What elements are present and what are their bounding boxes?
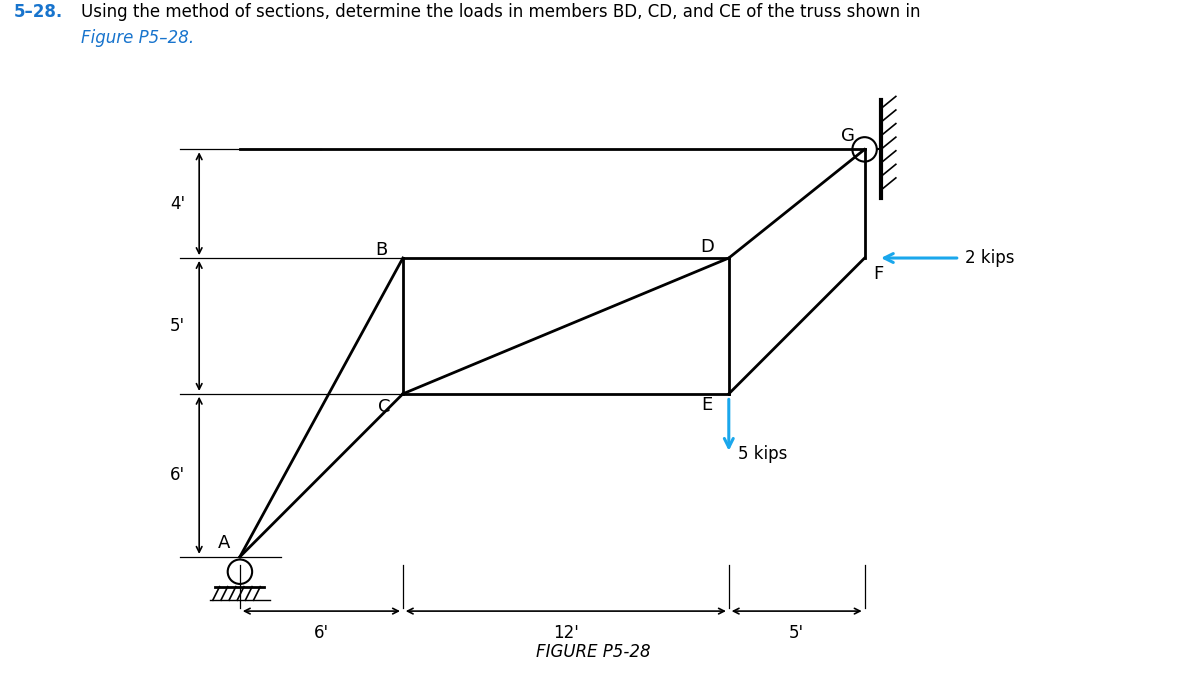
- Text: 4': 4': [170, 195, 185, 213]
- Text: 6': 6': [314, 624, 329, 642]
- Text: D: D: [700, 238, 714, 256]
- Text: FIGURE P5-28: FIGURE P5-28: [536, 643, 650, 661]
- Text: G: G: [841, 127, 855, 145]
- Text: F: F: [873, 265, 884, 283]
- Text: C: C: [377, 399, 390, 416]
- Text: 2 kips: 2 kips: [965, 249, 1014, 267]
- Text: 5–28.: 5–28.: [14, 3, 64, 22]
- Text: 5 kips: 5 kips: [739, 445, 788, 462]
- Text: Using the method of sections, determine the loads in members BD, CD, and CE of t: Using the method of sections, determine …: [81, 3, 920, 22]
- Text: E: E: [701, 396, 713, 414]
- Text: 6': 6': [170, 466, 185, 484]
- Text: Figure P5–28.: Figure P5–28.: [81, 29, 193, 47]
- Text: A: A: [217, 534, 230, 552]
- Text: 5': 5': [170, 317, 185, 335]
- Text: 5': 5': [789, 624, 804, 642]
- Text: 12': 12': [553, 624, 579, 642]
- Text: B: B: [375, 241, 388, 259]
